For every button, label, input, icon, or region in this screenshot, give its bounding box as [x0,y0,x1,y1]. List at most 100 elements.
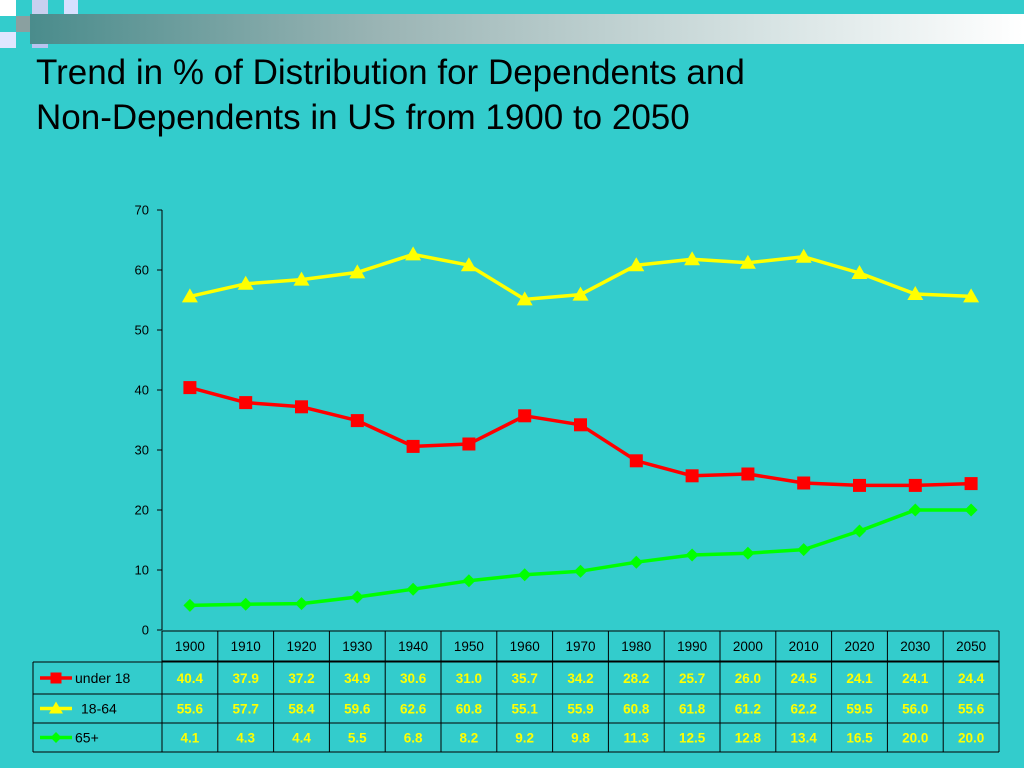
data-point-diamond [239,598,252,611]
data-point-diamond [518,568,531,581]
data-label: 62.2 [791,702,817,717]
data-point-diamond [853,525,866,538]
x-tick-label: 1980 [621,639,651,654]
x-tick-label: 1990 [677,639,707,654]
data-label: 20.0 [958,731,984,746]
y-tick-label: 40 [135,383,149,398]
legend-key-square [51,673,62,684]
data-label: 9.2 [515,731,534,746]
data-label: 37.9 [233,671,259,686]
y-tick-label: 70 [135,203,149,218]
legend-key-diamond [51,732,62,743]
data-label: 9.8 [571,731,590,746]
data-label: 11.3 [624,731,650,746]
x-tick-label: 2030 [900,639,930,654]
x-tick-label: 1900 [175,639,205,654]
data-point-square [797,477,810,490]
data-label: 56.0 [902,702,928,717]
data-point-square [183,381,196,394]
x-tick-label: 1930 [342,639,372,654]
data-point-diamond [407,583,420,596]
data-point-square [853,479,866,492]
data-label: 4.4 [292,731,311,746]
data-point-square [574,418,587,431]
y-tick-label: 60 [135,263,149,278]
data-label: 35.7 [512,671,538,686]
data-point-square [965,477,978,490]
data-point-diamond [630,556,643,569]
data-label: 16.5 [846,731,873,746]
data-label: 12.8 [735,731,762,746]
data-label: 25.7 [679,671,705,686]
data-point-diamond [183,599,196,612]
data-point-diamond [462,574,475,587]
data-point-diamond [574,565,587,578]
x-tick-label: 1970 [565,639,595,654]
data-point-diamond [295,597,308,610]
data-label: 6.8 [404,731,423,746]
legend-label: under 18 [75,670,130,686]
x-tick-label: 2050 [956,639,986,654]
data-label: 8.2 [460,731,479,746]
data-label: 57.7 [233,702,259,717]
data-label: 30.6 [400,671,427,686]
data-label: 55.6 [177,702,204,717]
data-label: 24.4 [958,671,985,686]
x-tick-label: 2020 [844,639,874,654]
y-tick-label: 10 [135,563,149,578]
y-tick-label: 0 [142,623,149,638]
x-tick-label: 2000 [733,639,763,654]
data-label: 4.3 [236,731,255,746]
data-label: 34.9 [344,671,370,686]
data-label: 24.5 [791,671,818,686]
data-point-square [295,400,308,413]
data-label: 55.6 [958,702,985,717]
data-label: 13.4 [791,731,818,746]
y-tick-label: 20 [135,503,149,518]
data-label: 40.4 [177,671,204,686]
data-point-square [351,414,364,427]
data-label: 24.1 [846,671,873,686]
data-label: 4.1 [181,731,200,746]
data-label: 55.1 [512,702,539,717]
data-point-diamond [686,549,699,562]
data-label: 20.0 [902,731,928,746]
data-label: 34.2 [567,671,593,686]
data-point-square [518,409,531,422]
data-label: 59.6 [344,702,371,717]
data-label: 61.8 [679,702,706,717]
series-line-65 [190,510,971,605]
data-label: 62.6 [400,702,427,717]
data-label: 60.8 [456,702,483,717]
data-label: 37.2 [288,671,314,686]
data-point-diamond [797,543,810,556]
data-point-diamond [351,591,364,604]
data-label: 26.0 [735,671,761,686]
x-tick-label: 1910 [231,639,261,654]
data-point-square [686,469,699,482]
data-label: 60.8 [623,702,650,717]
x-tick-label: 1920 [286,639,316,654]
data-point-square [741,468,754,481]
legend-label: 65+ [75,730,99,746]
data-label: 5.5 [348,731,367,746]
data-point-diamond [965,504,978,517]
x-tick-label: 2010 [789,639,819,654]
data-label: 58.4 [288,702,315,717]
data-point-diamond [909,504,922,517]
data-label: 28.2 [623,671,649,686]
x-tick-label: 1950 [454,639,484,654]
data-label: 31.0 [456,671,482,686]
y-tick-label: 50 [135,323,149,338]
data-point-square [407,440,420,453]
data-point-square [630,454,643,467]
data-label: 24.1 [902,671,929,686]
data-point-triangle [405,246,421,260]
data-point-square [239,396,252,409]
data-point-square [909,479,922,492]
data-point-diamond [741,547,754,560]
data-label: 59.5 [846,702,873,717]
data-label: 12.5 [679,731,706,746]
line-chart: 0102030405060701900 1910 1920 1930 1940 1950 1… [0,0,1024,768]
data-label: 55.9 [567,702,593,717]
